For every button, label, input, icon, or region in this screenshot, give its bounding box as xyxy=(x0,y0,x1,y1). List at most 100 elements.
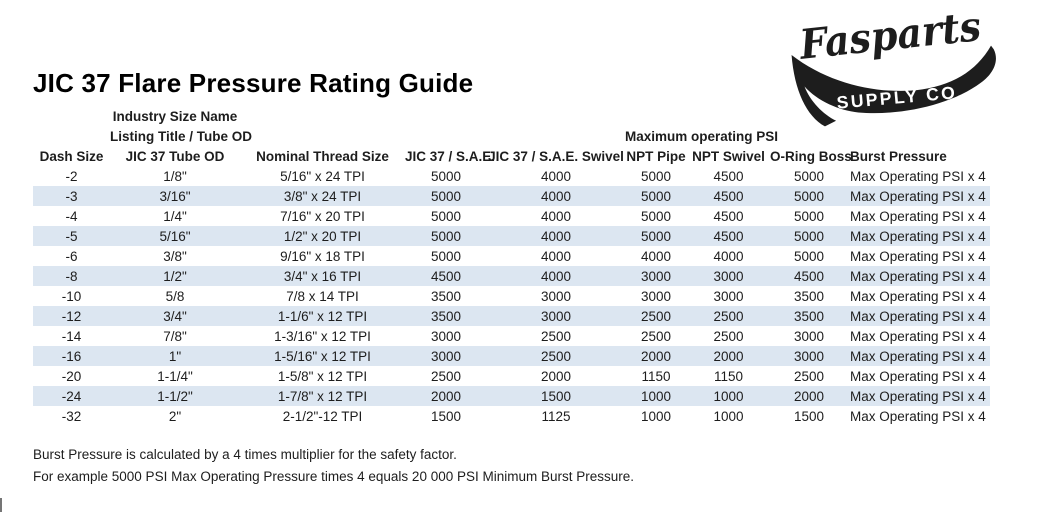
table-cell: -16 xyxy=(61,348,82,364)
logo-swoosh-shape xyxy=(791,45,996,127)
table-cell: 3000 xyxy=(713,268,744,284)
table-cell: 3/8" x 24 TPI xyxy=(283,188,362,204)
table-cell: 3500 xyxy=(793,308,825,324)
table-cell: Max Operating PSI x 4 xyxy=(850,328,986,344)
table-row: -5 5/16" 1/2" x 20 TPI 5000 4000 5000 4500 5000… xyxy=(33,226,990,246)
table-cell: 4000 xyxy=(540,248,572,264)
header-row-industry: Industry Size Name xyxy=(33,106,990,126)
table-cell: Max Operating PSI x 4 xyxy=(850,308,986,324)
table-cell: 5/8 xyxy=(165,288,185,304)
scan-edge-artifact xyxy=(0,498,2,512)
table-cell: 3000 xyxy=(640,268,672,284)
table-cell: 1-1/2" xyxy=(157,388,193,404)
table-cell: 5000 xyxy=(793,228,825,244)
table-cell: 1-7/8" x 12 TPI xyxy=(277,388,368,404)
column-header-o-ring-boss: O-Ring Boss xyxy=(770,148,852,164)
footnote: Burst Pressure is calculated by a 4 time… xyxy=(33,444,634,488)
table-cell: -3 xyxy=(65,188,78,204)
table-row: -4 1/4" 7/16" x 20 TPI 5000 4000 5000 4500 5000… xyxy=(33,206,990,226)
table-cell: 3000 xyxy=(640,288,672,304)
column-header-dash-size: Dash Size xyxy=(39,148,104,164)
column-header-burst-pressure: Burst Pressure xyxy=(850,148,947,164)
table-cell: 2000 xyxy=(540,368,572,384)
table-cell: Max Operating PSI x 4 xyxy=(850,228,986,244)
table-cell: 5000 xyxy=(793,248,825,264)
table-cell: 1/4" xyxy=(163,208,187,224)
table-cell: 5000 xyxy=(430,248,462,264)
spacer-cell xyxy=(33,106,110,126)
table-cell: 7/16" x 20 TPI xyxy=(280,208,365,224)
table-row: -10 5/8 7/8 x 14 TPI 3500 3000 3000 3000 3500 Ma… xyxy=(33,286,990,306)
table-cell: -14 xyxy=(61,328,82,344)
table-cell: 2" xyxy=(168,408,182,424)
table-cell: 1125 xyxy=(541,408,571,424)
table-cell: 1150 xyxy=(713,368,744,384)
table-row: -3 3/16" 3/8" x 24 TPI 5000 4000 5000 4500 5000… xyxy=(33,186,990,206)
table-cell: 7/8 x 14 TPI xyxy=(286,288,359,304)
logo-brand-text: Fasparts xyxy=(796,4,983,69)
table-cell: 4500 xyxy=(430,268,462,284)
table-cell: 5/16" x 24 TPI xyxy=(280,168,365,184)
column-header-npt-swivel: NPT Swivel xyxy=(692,148,765,164)
table-row: -8 1/2" 3/4" x 16 TPI 4500 4000 3000 3000 4500 M… xyxy=(33,266,990,286)
table-cell: -32 xyxy=(61,408,82,424)
table-cell: 2000 xyxy=(430,388,462,404)
industry-size-name-header: Industry Size Name xyxy=(112,108,238,124)
spacer-cell xyxy=(240,126,625,146)
table-row: -6 3/8" 9/16" x 18 TPI 5000 4000 4000 4000 5000… xyxy=(33,246,990,266)
table-cell: 2500 xyxy=(713,328,744,344)
table-cell: 3000 xyxy=(430,328,462,344)
table-cell: 1/2" xyxy=(163,268,187,284)
table-cell: 1-1/6" x 12 TPI xyxy=(277,308,368,324)
table-cell: 4500 xyxy=(713,168,744,184)
table-row: -2 1/8" 5/16" x 24 TPI 5000 4000 5000 4500 5000… xyxy=(33,166,990,186)
table-cell: 4000 xyxy=(540,168,572,184)
table-cell: 3000 xyxy=(793,348,825,364)
table-cell: -12 xyxy=(61,308,82,324)
table-row: -14 7/8" 1-3/16" x 12 TPI 3000 2500 2500 2500 3… xyxy=(33,326,990,346)
table-row: -16 1" 1-5/16" x 12 TPI 3000 2500 2000 2000 300… xyxy=(33,346,990,366)
table-cell: 2000 xyxy=(640,348,672,364)
column-header-row: Dash Size JIC 37 Tube OD Nominal Thread … xyxy=(33,146,990,166)
table-cell: 5/16" xyxy=(159,228,191,244)
footnote-line-2: For example 5000 PSI Max Operating Press… xyxy=(33,469,635,484)
table-cell: 5000 xyxy=(640,228,672,244)
table-cell: -2 xyxy=(65,168,78,184)
header-row-listing: Listing Title / Tube OD Maximum operatin… xyxy=(33,126,990,146)
table-cell: 2500 xyxy=(540,348,572,364)
table-cell: 4500 xyxy=(713,188,744,204)
table-cell: 1/8" xyxy=(163,168,187,184)
table-cell: 1500 xyxy=(793,408,825,424)
table-cell: 4000 xyxy=(713,248,744,264)
spacer-cell xyxy=(33,126,110,146)
footnote-line-1: Burst Pressure is calculated by a 4 time… xyxy=(33,447,457,462)
table-cell: 2500 xyxy=(540,328,572,344)
table-cell: 5000 xyxy=(793,168,825,184)
table-cell: 5000 xyxy=(430,228,462,244)
pressure-rating-table: Industry Size Name Listing Title / Tube … xyxy=(33,106,990,426)
table-cell: 5000 xyxy=(793,208,825,224)
table-cell: 3/4" x 16 TPI xyxy=(283,268,362,284)
table-cell: 3000 xyxy=(540,288,572,304)
column-header-jic-sae: JIC 37 / S.A.E. xyxy=(405,148,496,164)
table-cell: 1500 xyxy=(540,388,572,404)
column-header-jic-sae-swivel: JIC 37 / S.A.E. Swivel xyxy=(488,148,624,164)
table-cell: 1/2" x 20 TPI xyxy=(283,228,362,244)
table-cell: Max Operating PSI x 4 xyxy=(850,288,986,304)
table-cell: 2500 xyxy=(640,308,672,324)
table-cell: 1150 xyxy=(641,368,671,384)
table-cell: Max Operating PSI x 4 xyxy=(850,248,986,264)
table-cell: Max Operating PSI x 4 xyxy=(850,388,986,404)
column-header-npt-pipe: NPT Pipe xyxy=(626,148,686,164)
listing-title-header: Listing Title / Tube OD xyxy=(110,128,253,144)
table-cell: 3000 xyxy=(793,328,825,344)
table-cell: 5000 xyxy=(640,168,672,184)
table-cell: Max Operating PSI x 4 xyxy=(850,208,986,224)
table-cell: -24 xyxy=(61,388,82,404)
table-cell: 1-5/8" x 12 TPI xyxy=(277,368,368,384)
table-cell: 1" xyxy=(168,348,182,364)
page-title: JIC 37 Flare Pressure Rating Guide xyxy=(33,68,474,98)
table-cell: 1-5/16" x 12 TPI xyxy=(274,348,371,364)
table-cell: Max Operating PSI x 4 xyxy=(850,408,986,424)
table-cell: 1000 xyxy=(713,408,744,424)
